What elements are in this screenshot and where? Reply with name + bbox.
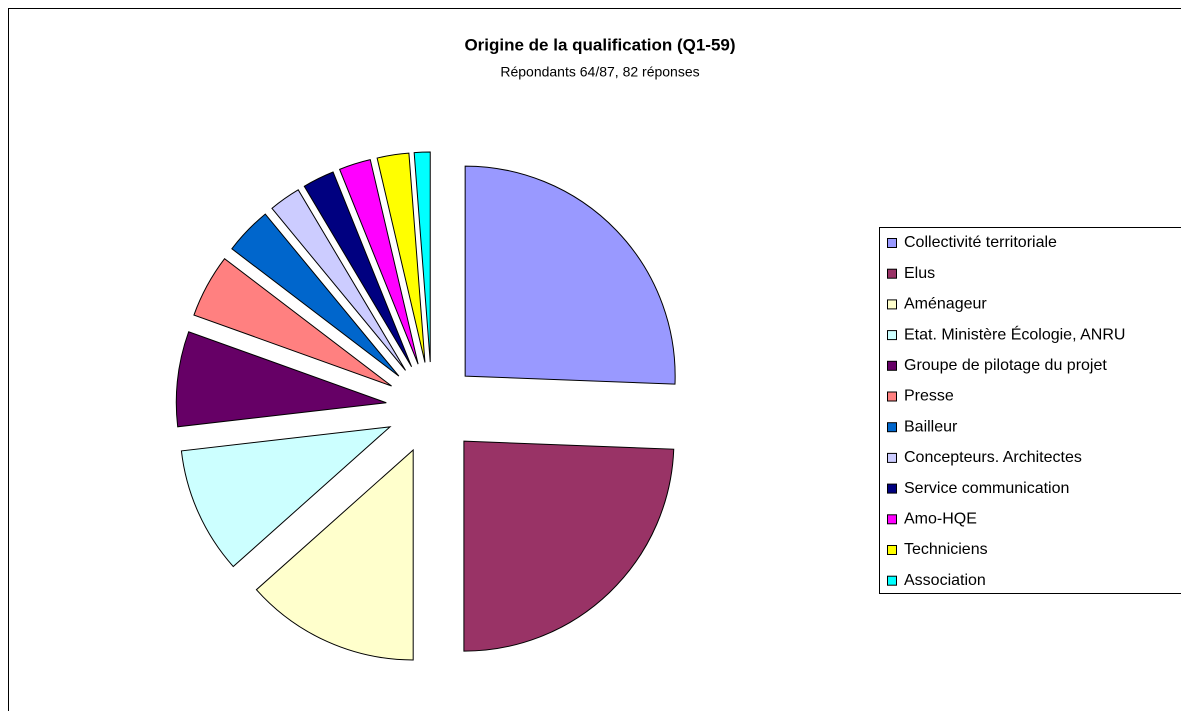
legend-box: [879, 227, 1181, 594]
legend-swatch: [887, 360, 897, 371]
chart-subtitle: Répondants 64/87, 82 réponses: [500, 64, 699, 80]
legend-swatch: [887, 422, 897, 433]
legend-swatch: [887, 452, 897, 463]
pie-slice: [463, 440, 675, 652]
legend-swatch: [887, 238, 897, 248]
legend-swatch: [887, 268, 897, 279]
legend-label: Collectivité territoriale: [904, 234, 1057, 251]
legend: Collectivité territoriale Elus Aménageur Et…: [879, 227, 1181, 594]
chart-title: Origine de la qualification (Q1-59): [464, 35, 735, 54]
pie-slice: [180, 426, 392, 568]
legend-swatch: [887, 330, 897, 341]
legend-label: Etat. Ministère Écologie, ANRU: [904, 324, 1125, 343]
pie-slice: [271, 189, 406, 371]
legend-label: Groupe de pilotage du projet: [904, 357, 1107, 374]
legend-label: Amo-HQE: [904, 511, 977, 528]
legend-swatch: [887, 483, 897, 494]
legend-label: Service communication: [904, 480, 1069, 497]
legend-swatch: [887, 575, 897, 586]
legend-label: Association: [904, 572, 986, 589]
pie-slice: [175, 331, 387, 428]
legend-label: Techniciens: [904, 541, 988, 558]
legend-label: Bailleur: [904, 418, 958, 435]
legend-swatch: [887, 299, 897, 310]
pie-slice: [338, 159, 419, 365]
pie-slice: [376, 152, 426, 363]
legend-swatch: [887, 545, 897, 555]
legend-label: Aménageur: [904, 296, 987, 313]
pie: [175, 151, 676, 661]
legend-swatch: [887, 514, 897, 525]
pie-slice: [255, 448, 414, 661]
legend-label: Concepteurs. Architectes: [904, 449, 1082, 466]
pie-slice: [303, 171, 413, 368]
pie-slice: [464, 165, 676, 385]
pie-slice: [193, 258, 392, 387]
legend-swatch: [887, 391, 897, 402]
pie-slice: [413, 151, 431, 363]
legend-label: Presse: [904, 388, 954, 405]
pie-slice: [231, 213, 400, 377]
legend-label: Elus: [904, 265, 935, 282]
